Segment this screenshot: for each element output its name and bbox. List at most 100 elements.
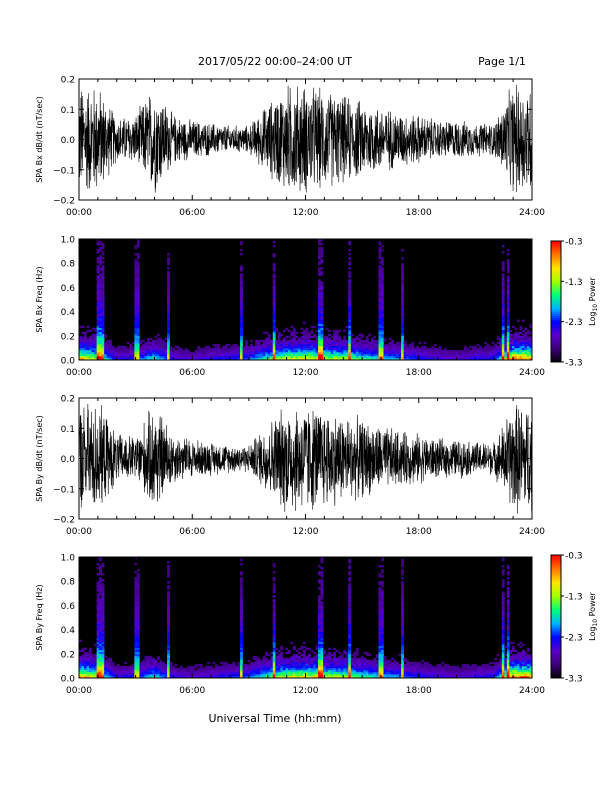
- spectrogram-cell: [131, 357, 135, 361]
- spectrogram-cell: [320, 673, 324, 677]
- spectrogram-cell: [217, 343, 221, 347]
- spectrogram-cell: [456, 353, 460, 357]
- spectrogram-cell: [136, 307, 140, 310]
- spectrogram-cell: [313, 339, 316, 343]
- spectrogram-cell: [245, 357, 248, 361]
- x-tick-label: 18:00: [406, 208, 432, 218]
- spectrogram-cell: [348, 631, 352, 634]
- spectrogram-cell: [386, 659, 389, 663]
- spectrogram-cell: [466, 355, 470, 359]
- spectrogram-cell: [134, 583, 138, 586]
- spectrogram-cell: [167, 601, 170, 604]
- spectrogram-cell: [360, 657, 364, 661]
- spectrogram-cell: [275, 349, 279, 353]
- spectrogram-cell: [506, 621, 510, 624]
- spectrogram-cell: [355, 357, 359, 361]
- spectrogram-cell: [318, 347, 321, 351]
- spectrogram-cell: [154, 339, 158, 343]
- spectrogram-cell: [401, 343, 404, 347]
- spectrogram-cell: [320, 355, 324, 359]
- spectrogram-cell: [287, 353, 291, 357]
- spectrogram-cell: [91, 335, 95, 339]
- spectrogram-cell: [524, 341, 528, 345]
- spectrogram-cell: [479, 671, 482, 675]
- spectrogram-cell: [320, 357, 324, 361]
- spectrogram-cell: [360, 353, 364, 357]
- spectrogram-cell: [461, 355, 465, 359]
- spectrogram-cell: [240, 615, 243, 618]
- spectrogram-cell: [79, 355, 82, 359]
- spectrogram-cell: [292, 647, 296, 651]
- spectrogram-cell: [506, 295, 510, 298]
- spectrogram-cell: [318, 305, 321, 308]
- spectrogram-cell: [514, 663, 518, 667]
- spectrogram-cell: [381, 289, 384, 292]
- spectrogram-cell: [511, 663, 515, 667]
- spectrogram-cell: [466, 669, 470, 673]
- spectrogram-cell: [456, 671, 460, 675]
- spectrogram-cell: [506, 267, 510, 270]
- spectrogram-cell: [506, 607, 510, 610]
- spectrogram-cell: [328, 671, 331, 675]
- spectrogram-cell: [99, 259, 102, 262]
- spectrogram-cell: [169, 349, 173, 353]
- spectrogram-cell: [240, 651, 243, 655]
- spectrogram-cell: [189, 667, 193, 671]
- spectrogram-cell: [501, 339, 505, 343]
- spectrogram-cell: [506, 623, 510, 626]
- spectrogram-cell: [335, 343, 339, 347]
- spectrogram-cell: [318, 663, 321, 667]
- spectrogram-cell: [305, 661, 309, 665]
- spectrogram-cell: [99, 285, 102, 288]
- spectrogram-cell: [363, 667, 367, 671]
- spectrogram-cell: [136, 273, 140, 276]
- spectrogram-cell: [516, 357, 520, 361]
- spectrogram-cell: [272, 339, 276, 343]
- spectrogram-cell: [481, 671, 485, 675]
- spectrogram-cell: [496, 335, 500, 339]
- spectrogram-cell: [302, 669, 306, 673]
- spectrogram-cell: [313, 657, 316, 661]
- spectrogram-cell: [136, 587, 140, 590]
- spectrogram-cell: [381, 339, 384, 343]
- spectrogram-cell: [250, 353, 253, 357]
- spectrogram-cell: [378, 251, 382, 254]
- spectrogram-cell: [469, 675, 472, 679]
- spectrogram-cell: [511, 671, 515, 675]
- spectrogram-cell: [325, 335, 329, 339]
- spectrogram-cell: [167, 299, 170, 302]
- spectrogram-cell: [496, 665, 500, 669]
- spectrogram-cell: [401, 643, 404, 647]
- spectrogram-cell: [290, 657, 294, 661]
- spectrogram-cell: [481, 357, 485, 361]
- spectrogram-cell: [348, 345, 352, 349]
- spectrogram-cell: [272, 347, 276, 351]
- spectrogram-cell: [101, 307, 105, 310]
- spectrogram-cell: [247, 669, 251, 673]
- spectrogram-cell: [370, 351, 374, 355]
- spectrogram-cell: [501, 651, 505, 655]
- spectrogram-cell: [136, 633, 140, 636]
- spectrogram-cell: [401, 593, 404, 596]
- spectrogram-cell: [154, 675, 158, 679]
- spectrogram-cell: [456, 349, 460, 353]
- spectrogram-cell: [501, 617, 505, 620]
- spectrogram-cell: [360, 669, 364, 673]
- spectrogram-cell: [355, 659, 359, 663]
- spectrogram-cell: [189, 671, 193, 675]
- spectrogram-cell: [378, 657, 382, 661]
- spectrogram-cell: [106, 673, 110, 677]
- spectrogram-cell: [313, 357, 316, 361]
- spectrogram-cell: [134, 657, 138, 661]
- spectrogram-cell: [401, 287, 404, 290]
- spectrogram-cell: [217, 345, 221, 349]
- spectrogram-cell: [448, 673, 452, 677]
- spectrogram-cell: [318, 241, 321, 244]
- spectrogram-cell: [94, 347, 97, 351]
- spectrogram-cell: [360, 667, 364, 671]
- spectrogram-cell: [345, 653, 349, 657]
- spectrogram-cell: [101, 321, 105, 324]
- spectrogram-cell: [328, 657, 331, 661]
- spectrogram-cell: [431, 355, 435, 359]
- spectrogram-cell: [428, 675, 432, 679]
